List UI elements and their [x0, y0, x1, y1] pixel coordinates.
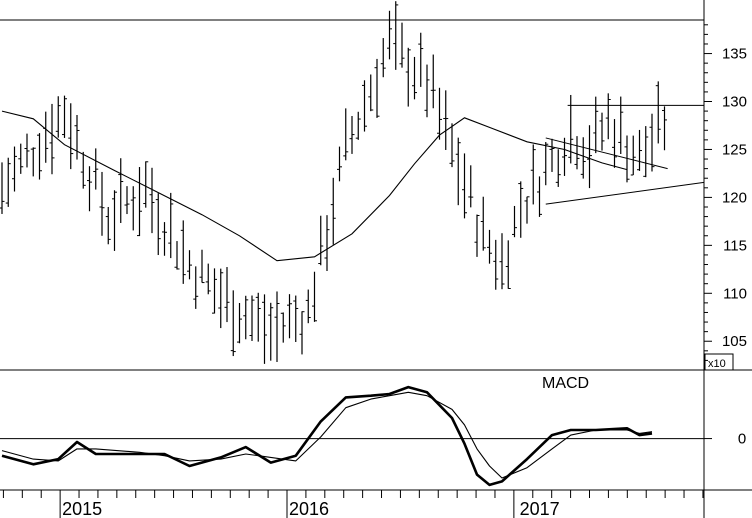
price-tick-label: 135: [722, 46, 747, 63]
price-tick-label: 105: [722, 333, 747, 350]
trendline: [545, 181, 705, 205]
year-label: 2017: [520, 499, 560, 518]
macd-panel: [0, 385, 704, 487]
price-panel: [0, 1, 705, 364]
price-tick-label: 125: [722, 141, 747, 158]
macd-line: [1, 385, 653, 487]
price-tick-label: 130: [722, 94, 747, 111]
price-tick-label: 110: [723, 285, 747, 302]
price-tick-label: 115: [723, 237, 747, 254]
price-tick-label: 120: [722, 189, 747, 206]
year-label: 2016: [289, 499, 329, 518]
price-scale-multiplier: x10: [708, 358, 726, 370]
moving-average-line: [1, 110, 628, 262]
year-label: 2015: [62, 499, 102, 518]
trendline: [545, 137, 668, 170]
scale-box: [704, 353, 734, 371]
macd-annotation: MACD: [542, 375, 589, 392]
macd-tick-label: 0: [738, 431, 746, 448]
macd-signal-line: [1, 391, 653, 479]
